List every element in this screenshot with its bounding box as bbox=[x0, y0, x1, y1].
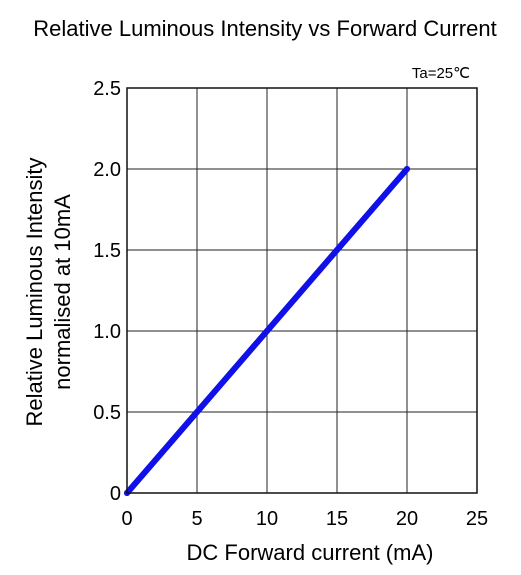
data-point bbox=[264, 328, 270, 334]
x-axis-label: DC Forward current (mA) bbox=[187, 540, 434, 565]
x-tick-labels: 0 5 10 15 20 25 bbox=[121, 508, 488, 530]
x-tick-label: 0 bbox=[121, 508, 132, 530]
y-axis-label-line1: Relative Luminous Intensity bbox=[22, 157, 47, 426]
x-tick-label: 5 bbox=[191, 508, 202, 530]
y-tick-label: 0.5 bbox=[93, 402, 121, 424]
temperature-annotation: Ta=25℃ bbox=[412, 65, 470, 82]
series-layer bbox=[124, 166, 410, 496]
y-tick-label: 2.5 bbox=[93, 78, 121, 100]
data-point bbox=[404, 166, 410, 172]
chart-title: Relative Luminous Intensity vs Forward C… bbox=[33, 16, 496, 41]
x-tick-label: 25 bbox=[466, 508, 488, 530]
y-tick-label: 1.5 bbox=[93, 240, 121, 262]
y-tick-label: 1.0 bbox=[93, 321, 121, 343]
x-tick-label: 15 bbox=[326, 508, 348, 530]
x-tick-label: 10 bbox=[256, 508, 278, 530]
y-tick-label: 2.0 bbox=[93, 159, 121, 181]
y-tick-labels: 0 0.5 1.0 1.5 2.0 2.5 bbox=[93, 78, 121, 505]
data-point bbox=[334, 247, 340, 253]
y-axis-label-line2: normalised at 10mA bbox=[50, 194, 75, 390]
y-tick-label: 0 bbox=[110, 483, 121, 505]
x-tick-label: 20 bbox=[396, 508, 418, 530]
data-point bbox=[194, 409, 200, 415]
plot-frame bbox=[126, 87, 478, 494]
